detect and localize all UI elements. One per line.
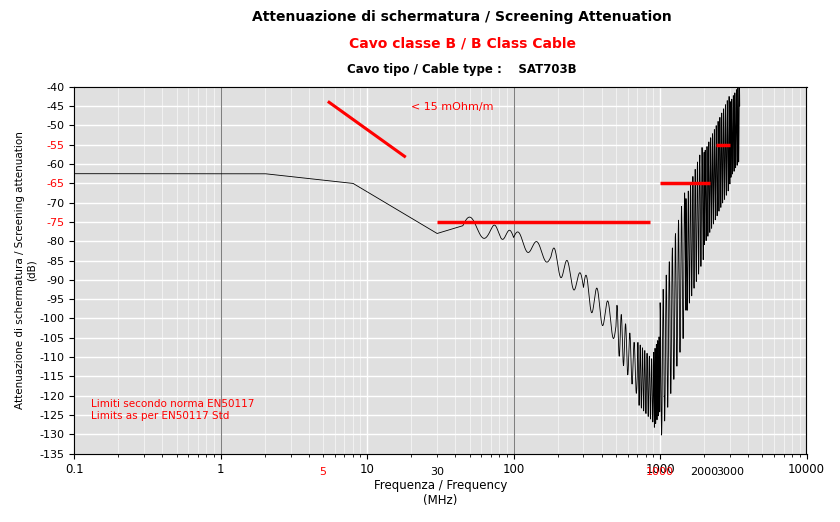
Text: 3000: 3000 [716,467,744,477]
Text: 30: 30 [430,467,444,477]
Text: < 15 mOhm/m: < 15 mOhm/m [412,102,494,112]
Text: 5: 5 [319,467,327,477]
X-axis label: Frequenza / Frequency
(MHz): Frequenza / Frequency (MHz) [374,479,507,507]
Y-axis label: Attenuazione di schermatura / Screening attenuation
(dB): Attenuazione di schermatura / Screening … [15,131,37,409]
Text: Limiti secondo norma EN50117
Limits as per EN50117 Std: Limiti secondo norma EN50117 Limits as p… [91,399,255,421]
Text: Cavo tipo / Cable type :    SAT703B: Cavo tipo / Cable type : SAT703B [347,63,577,76]
Text: Cavo classe B / B Class Cable: Cavo classe B / B Class Cable [349,37,575,51]
Text: 1000: 1000 [646,467,674,477]
Text: Attenuazione di schermatura / Screening Attenuation: Attenuazione di schermatura / Screening … [252,10,672,25]
Text: 2000: 2000 [690,467,718,477]
